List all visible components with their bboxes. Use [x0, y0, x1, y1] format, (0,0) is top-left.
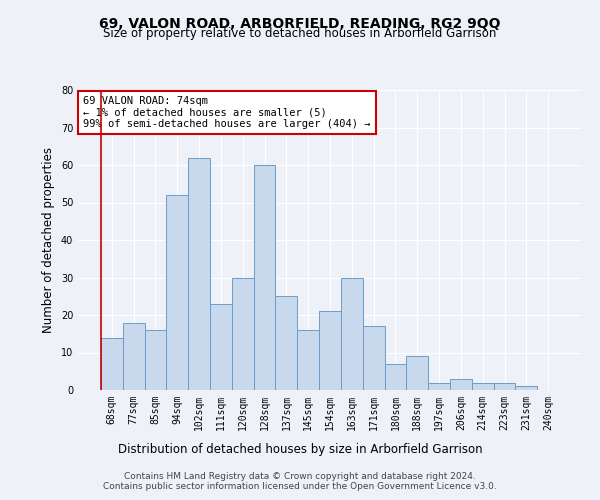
Text: Contains public sector information licensed under the Open Government Licence v3: Contains public sector information licen… — [103, 482, 497, 491]
Text: Size of property relative to detached houses in Arborfield Garrison: Size of property relative to detached ho… — [103, 28, 497, 40]
Bar — [494, 382, 515, 390]
Bar — [101, 338, 123, 390]
Bar — [385, 364, 406, 390]
Text: Contains HM Land Registry data © Crown copyright and database right 2024.: Contains HM Land Registry data © Crown c… — [124, 472, 476, 481]
Bar — [232, 278, 254, 390]
Bar — [450, 379, 472, 390]
Bar — [406, 356, 428, 390]
Bar — [275, 296, 297, 390]
Y-axis label: Number of detached properties: Number of detached properties — [42, 147, 55, 333]
Text: 69 VALON ROAD: 74sqm
← 1% of detached houses are smaller (5)
99% of semi-detache: 69 VALON ROAD: 74sqm ← 1% of detached ho… — [83, 96, 371, 129]
Text: 69, VALON ROAD, ARBORFIELD, READING, RG2 9QQ: 69, VALON ROAD, ARBORFIELD, READING, RG2… — [99, 18, 501, 32]
Bar — [123, 322, 145, 390]
Bar — [515, 386, 537, 390]
Bar — [166, 195, 188, 390]
Bar — [472, 382, 494, 390]
Bar — [254, 165, 275, 390]
Bar — [319, 311, 341, 390]
Bar — [363, 326, 385, 390]
Bar — [341, 278, 363, 390]
Bar — [428, 382, 450, 390]
Bar — [210, 304, 232, 390]
Bar — [188, 158, 210, 390]
Text: Distribution of detached houses by size in Arborfield Garrison: Distribution of detached houses by size … — [118, 442, 482, 456]
Bar — [145, 330, 166, 390]
Bar — [297, 330, 319, 390]
